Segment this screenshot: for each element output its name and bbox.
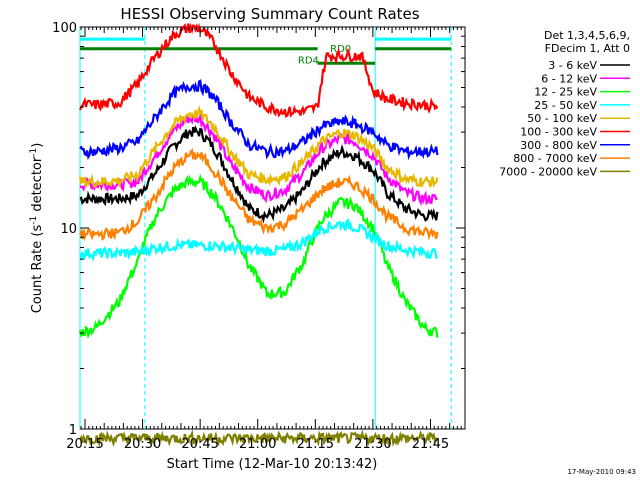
- y-axis-label: Count Rate (s-1 detector-1): [29, 143, 45, 314]
- x-tick-label: 20:15: [66, 437, 103, 452]
- legend-label-0: 3 - 6 keV: [548, 59, 597, 72]
- y-label-main: Count Rate (s: [30, 225, 45, 314]
- x-tick-label: 21:00: [239, 437, 276, 452]
- y-ticks: 1 10 100: [52, 21, 465, 438]
- series-line-5: [79, 22, 439, 119]
- y-tick-label: 10: [60, 222, 77, 237]
- series-line-4: [78, 104, 439, 189]
- state-bars: RD4 RD0: [80, 37, 452, 66]
- legend-label-7: 800 - 7000 keV: [513, 152, 597, 165]
- legend-label-6: 300 - 800 keV: [520, 139, 597, 152]
- series-line-7: [78, 148, 439, 242]
- x-axis-label: Start Time (12-Mar-10 20:13:42): [167, 457, 378, 472]
- series-group: [78, 22, 439, 448]
- footer-timestamp: 17-May-2010 09:43: [567, 468, 636, 476]
- y-label-end: ): [30, 143, 45, 148]
- legend-header-1: Det 1,3,4,5,6,9,: [544, 29, 630, 42]
- legend-label-1: 6 - 12 keV: [541, 72, 597, 85]
- legend-label-8: 7000 - 20000 keV: [499, 165, 597, 178]
- y-tick-label: 1: [69, 423, 77, 438]
- series-line-3: [78, 218, 439, 262]
- x-tick-label: 21:30: [354, 437, 391, 452]
- series-line-0: [79, 124, 439, 224]
- legend-label-3: 25 - 50 keV: [534, 99, 597, 112]
- series-line-2: [78, 173, 439, 339]
- legend: Det 1,3,4,5,6,9, FDecim 1, Att 0 3 - 6 k…: [499, 29, 630, 178]
- state-label-0: RD4: [298, 55, 319, 66]
- chart-title: HESSI Observing Summary Count Rates: [120, 5, 419, 23]
- x-tick-label: 20:45: [181, 437, 218, 452]
- x-tick-label: 20:30: [124, 437, 161, 452]
- x-ticks: 20:15 20:30 20:45 21:00 21:15 21:30 21:45: [66, 27, 466, 452]
- series-line-6: [79, 79, 439, 161]
- x-tick-label: 21:15: [297, 437, 334, 452]
- x-tick-label: 21:45: [412, 437, 449, 452]
- legend-label-2: 12 - 25 keV: [534, 86, 597, 99]
- legend-header-2: FDecim 1, Att 0: [545, 42, 630, 55]
- series-line-8: [79, 429, 439, 448]
- y-label-sup-2: -1: [29, 148, 39, 157]
- y-label-mid: detector: [30, 156, 45, 216]
- legend-label-5: 100 - 300 keV: [520, 126, 597, 139]
- state-label-1: RD0: [330, 44, 351, 55]
- legend-label-4: 50 - 100 keV: [527, 112, 597, 125]
- y-tick-label: 100: [52, 21, 77, 36]
- y-label-sup-1: -1: [29, 216, 39, 225]
